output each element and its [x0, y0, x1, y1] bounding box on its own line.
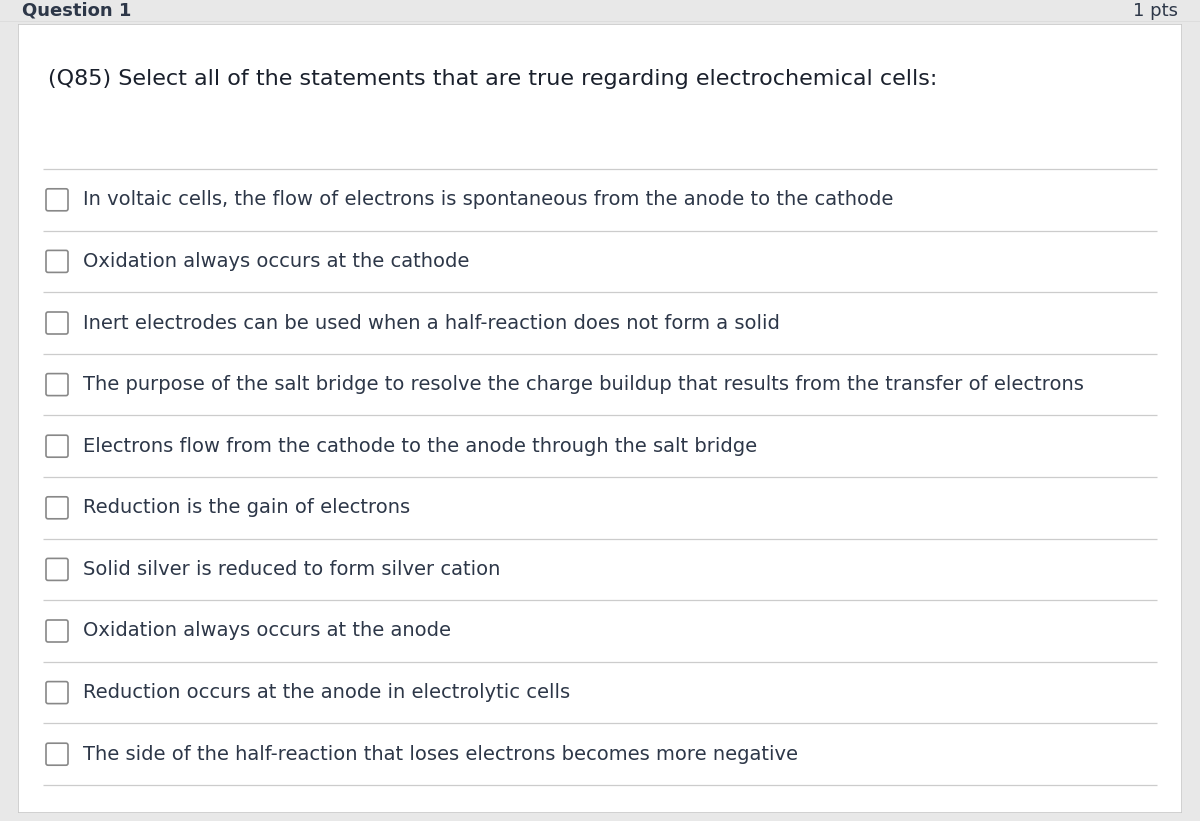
FancyBboxPatch shape — [46, 620, 68, 642]
FancyBboxPatch shape — [46, 435, 68, 457]
FancyBboxPatch shape — [46, 374, 68, 396]
FancyBboxPatch shape — [46, 189, 68, 211]
Text: Solid silver is reduced to form silver cation: Solid silver is reduced to form silver c… — [83, 560, 500, 579]
FancyBboxPatch shape — [46, 743, 68, 765]
Text: (Q85) Select all of the statements that are true regarding electrochemical cells: (Q85) Select all of the statements that … — [48, 69, 937, 89]
Text: In voltaic cells, the flow of electrons is spontaneous from the anode to the cat: In voltaic cells, the flow of electrons … — [83, 190, 893, 209]
FancyBboxPatch shape — [46, 250, 68, 273]
Text: Oxidation always occurs at the anode: Oxidation always occurs at the anode — [83, 621, 451, 640]
Text: The side of the half-reaction that loses electrons becomes more negative: The side of the half-reaction that loses… — [83, 745, 798, 764]
Text: Electrons flow from the cathode to the anode through the salt bridge: Electrons flow from the cathode to the a… — [83, 437, 757, 456]
Text: Reduction occurs at the anode in electrolytic cells: Reduction occurs at the anode in electro… — [83, 683, 570, 702]
Text: The purpose of the salt bridge to resolve the charge buildup that results from t: The purpose of the salt bridge to resolv… — [83, 375, 1084, 394]
Text: Question 1: Question 1 — [22, 2, 131, 20]
Text: Reduction is the gain of electrons: Reduction is the gain of electrons — [83, 498, 410, 517]
Text: 1 pts: 1 pts — [1133, 2, 1178, 20]
FancyBboxPatch shape — [46, 312, 68, 334]
FancyBboxPatch shape — [46, 558, 68, 580]
FancyBboxPatch shape — [46, 681, 68, 704]
Text: Inert electrodes can be used when a half-reaction does not form a solid: Inert electrodes can be used when a half… — [83, 314, 780, 333]
Text: Oxidation always occurs at the cathode: Oxidation always occurs at the cathode — [83, 252, 469, 271]
FancyBboxPatch shape — [46, 497, 68, 519]
